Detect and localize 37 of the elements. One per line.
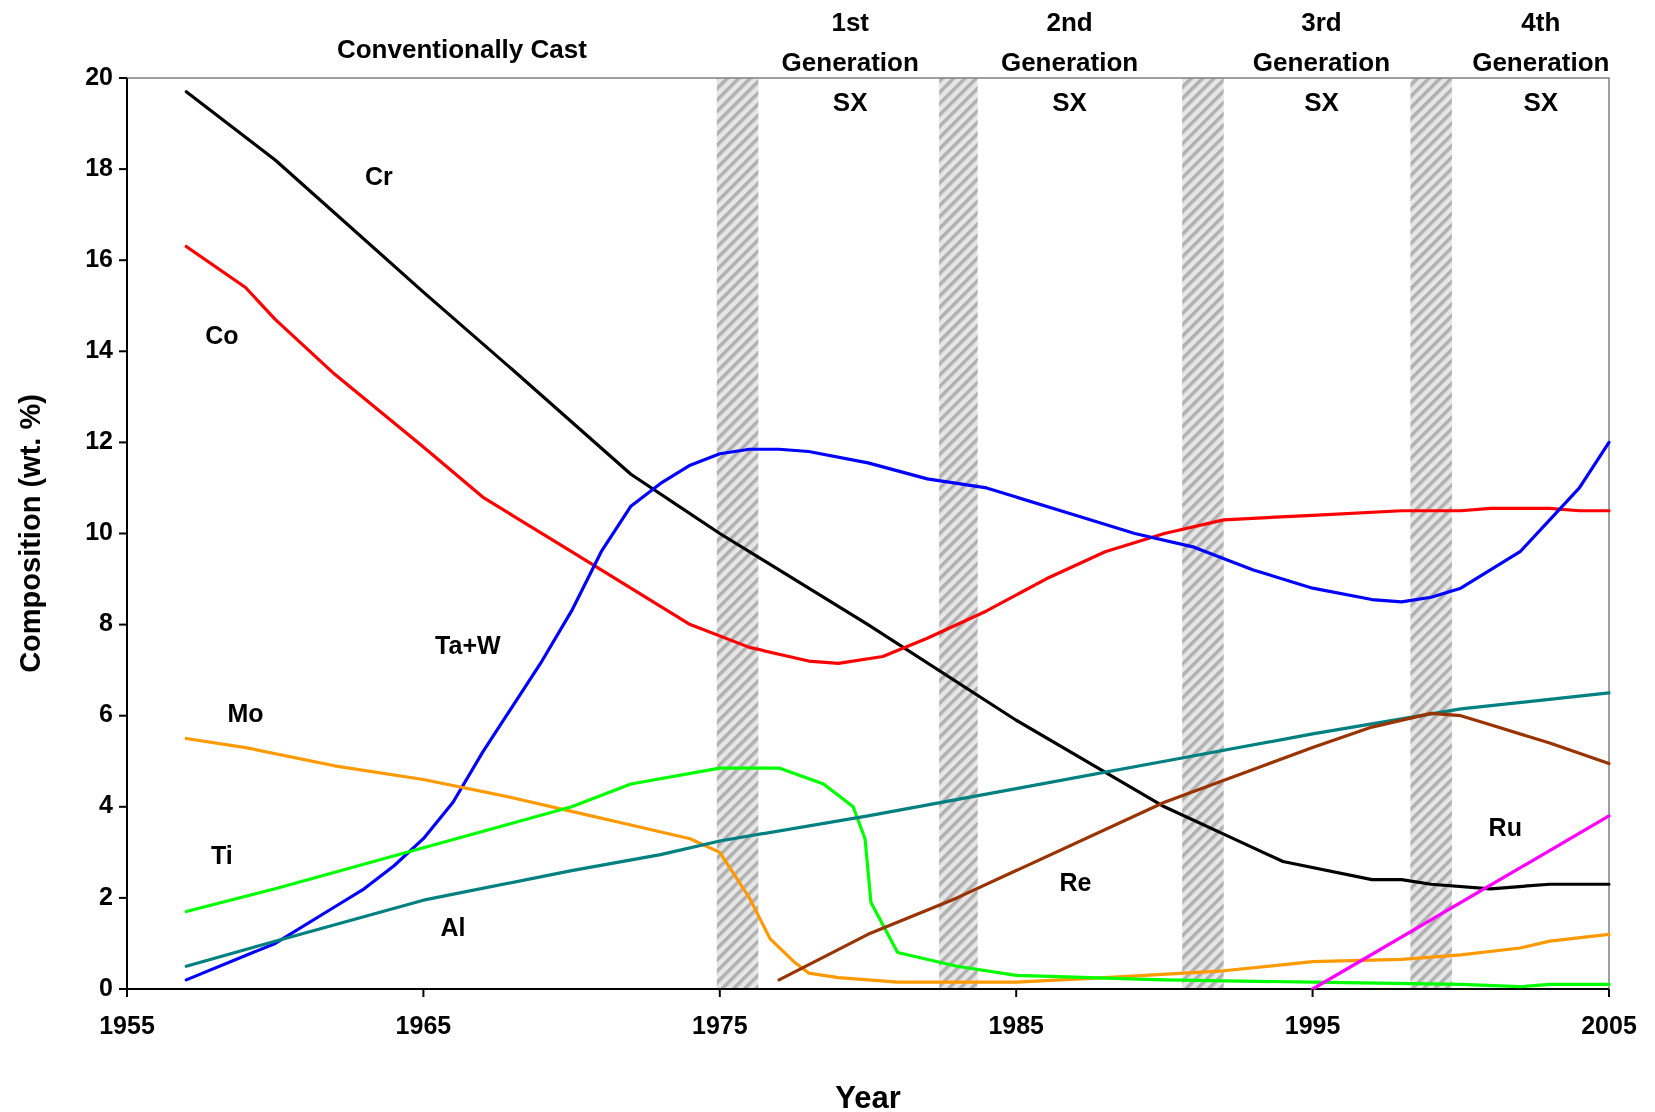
series-label: Co [205, 321, 239, 350]
x-tick-label: 1965 [395, 1011, 452, 1039]
line-series [184, 244, 1611, 665]
x-tick-label: 1975 [691, 1011, 748, 1039]
annotation: 2nd Generation SX [1000, 7, 1139, 117]
y-tick-label: 14 [85, 334, 114, 363]
y-tick-label: 12 [85, 426, 113, 455]
series-label: Ti [210, 840, 233, 869]
x-axis-title: Year [835, 1080, 901, 1112]
y-tick-label: 2 [99, 881, 113, 910]
line-series [184, 90, 1611, 891]
y-tick-label: 20 [85, 61, 113, 90]
annotation: 4th Generation SX [1472, 7, 1610, 117]
x-tick-label: 1995 [1284, 1011, 1341, 1039]
x-tick-label: 1985 [988, 1011, 1045, 1039]
line-series [184, 691, 1611, 968]
line-series [777, 711, 1611, 982]
series-label: Ru [1488, 813, 1522, 842]
y-tick-label: 0 [99, 972, 113, 1001]
series-label: Re [1059, 867, 1092, 896]
annotation: 3rd Generation SX [1252, 7, 1391, 117]
y-axis-title: Composition (wt. %) [14, 394, 46, 673]
y-tick-label: 4 [99, 790, 114, 819]
y-tick-label: 18 [85, 152, 114, 181]
series-label: Mo [227, 699, 264, 728]
x-tick-label: 1955 [99, 1011, 155, 1039]
y-tick-label: 10 [85, 517, 113, 546]
series-label: Ta+W [435, 630, 502, 659]
text: Conventionally Cast [336, 34, 588, 64]
annotation: 1st Generation SX [781, 7, 919, 117]
x-tick-label: 2005 [1581, 1011, 1637, 1039]
series-label: Al [440, 913, 466, 942]
y-tick-label: 8 [99, 608, 114, 637]
line-series [184, 440, 1611, 982]
y-tick-label: 6 [99, 699, 113, 728]
series-label: Cr [365, 161, 394, 190]
y-tick-label: 16 [85, 243, 113, 272]
